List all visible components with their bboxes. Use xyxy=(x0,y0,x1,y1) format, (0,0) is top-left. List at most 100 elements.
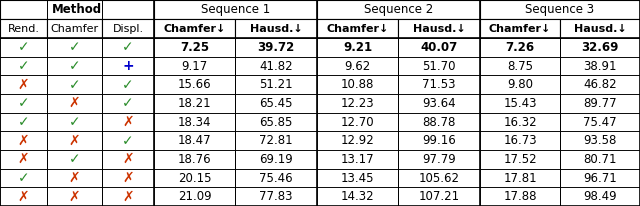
Text: 75.46: 75.46 xyxy=(259,172,293,185)
Text: 9.17: 9.17 xyxy=(182,60,208,73)
Bar xyxy=(560,94,640,113)
Bar xyxy=(236,150,317,169)
Bar xyxy=(47,94,102,113)
Bar xyxy=(399,169,480,187)
Bar xyxy=(236,94,317,113)
Bar xyxy=(0,0,154,19)
Text: 15.43: 15.43 xyxy=(503,97,537,110)
Text: 13.17: 13.17 xyxy=(341,153,374,166)
Bar xyxy=(0,113,47,131)
Text: Displ.: Displ. xyxy=(113,23,143,34)
Text: 16.73: 16.73 xyxy=(503,134,537,147)
Bar xyxy=(317,0,480,19)
Text: 16.32: 16.32 xyxy=(503,116,537,129)
Bar xyxy=(154,75,236,94)
Text: 12.92: 12.92 xyxy=(341,134,374,147)
Text: 88.78: 88.78 xyxy=(422,116,456,129)
Text: 97.79: 97.79 xyxy=(422,153,456,166)
Text: 51.70: 51.70 xyxy=(422,60,456,73)
Bar xyxy=(47,38,102,57)
Text: Chamfer↓: Chamfer↓ xyxy=(489,23,551,34)
Text: 15.66: 15.66 xyxy=(178,78,211,91)
Bar xyxy=(399,38,480,57)
Text: ✓: ✓ xyxy=(18,115,29,129)
Bar xyxy=(317,38,399,57)
Bar xyxy=(480,187,560,206)
Bar xyxy=(560,150,640,169)
Text: 80.71: 80.71 xyxy=(583,153,617,166)
Bar xyxy=(102,19,154,38)
Text: Method: Method xyxy=(52,3,102,16)
Bar xyxy=(47,187,102,206)
Text: 14.32: 14.32 xyxy=(341,190,374,203)
Bar xyxy=(154,57,236,75)
Bar xyxy=(480,131,560,150)
Bar xyxy=(102,57,154,75)
Bar xyxy=(47,19,102,38)
Text: ✗: ✗ xyxy=(69,171,81,185)
Text: Sequence 1: Sequence 1 xyxy=(201,3,270,16)
Text: ✗: ✗ xyxy=(69,190,81,204)
Text: 65.85: 65.85 xyxy=(259,116,293,129)
Text: Chamfer↓: Chamfer↓ xyxy=(163,23,226,34)
Text: 96.71: 96.71 xyxy=(583,172,617,185)
Text: ✓: ✓ xyxy=(122,134,134,148)
Bar xyxy=(317,150,399,169)
Text: ✓: ✓ xyxy=(122,78,134,92)
Text: 93.64: 93.64 xyxy=(422,97,456,110)
Text: 39.72: 39.72 xyxy=(257,41,295,54)
Text: 12.70: 12.70 xyxy=(341,116,374,129)
Bar xyxy=(154,0,317,19)
Bar xyxy=(317,113,399,131)
Text: 46.82: 46.82 xyxy=(583,78,617,91)
Text: 40.07: 40.07 xyxy=(420,41,458,54)
Bar xyxy=(236,169,317,187)
Text: 8.75: 8.75 xyxy=(507,60,533,73)
Bar xyxy=(102,187,154,206)
Bar xyxy=(480,94,560,113)
Bar xyxy=(480,113,560,131)
Text: ✓: ✓ xyxy=(69,115,81,129)
Bar xyxy=(317,131,399,150)
Bar xyxy=(399,57,480,75)
Text: 89.77: 89.77 xyxy=(583,97,617,110)
Bar xyxy=(102,94,154,113)
Bar xyxy=(102,38,154,57)
Text: 17.52: 17.52 xyxy=(503,153,537,166)
Text: 41.82: 41.82 xyxy=(259,60,293,73)
Bar xyxy=(0,150,47,169)
Text: ✓: ✓ xyxy=(18,40,29,54)
Text: ✗: ✗ xyxy=(122,152,134,166)
Bar xyxy=(0,94,47,113)
Bar xyxy=(480,57,560,75)
Bar xyxy=(0,57,47,75)
Text: 18.21: 18.21 xyxy=(178,97,211,110)
Bar xyxy=(317,19,399,38)
Bar xyxy=(399,19,480,38)
Bar xyxy=(317,169,399,187)
Bar xyxy=(399,94,480,113)
Bar xyxy=(102,75,154,94)
Text: ✓: ✓ xyxy=(18,59,29,73)
Text: 75.47: 75.47 xyxy=(583,116,617,129)
Bar xyxy=(236,38,317,57)
Text: 38.91: 38.91 xyxy=(583,60,617,73)
Text: Hausd.↓: Hausd.↓ xyxy=(250,23,303,34)
Text: ✓: ✓ xyxy=(69,78,81,92)
Text: 65.45: 65.45 xyxy=(259,97,293,110)
Bar xyxy=(560,113,640,131)
Bar xyxy=(480,150,560,169)
Text: ✓: ✓ xyxy=(18,96,29,110)
Bar xyxy=(102,131,154,150)
Bar xyxy=(317,94,399,113)
Text: 17.81: 17.81 xyxy=(503,172,537,185)
Bar xyxy=(480,0,640,19)
Text: ✓: ✓ xyxy=(69,152,81,166)
Text: ✗: ✗ xyxy=(69,96,81,110)
Bar xyxy=(102,113,154,131)
Bar xyxy=(399,187,480,206)
Bar xyxy=(102,169,154,187)
Bar xyxy=(0,38,47,57)
Text: ✓: ✓ xyxy=(122,96,134,110)
Text: +: + xyxy=(122,59,134,73)
